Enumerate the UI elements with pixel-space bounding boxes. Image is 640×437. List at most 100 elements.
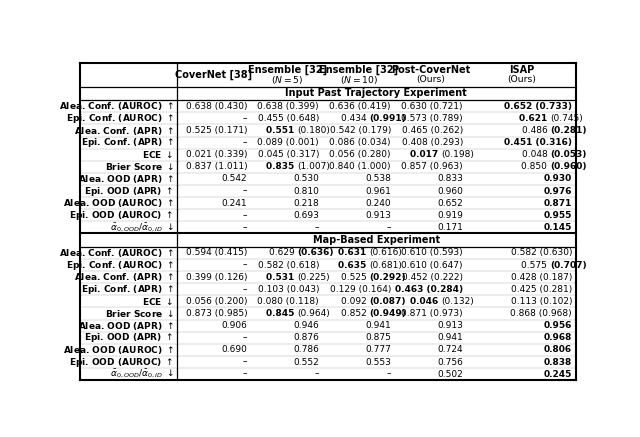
Text: Epi. OOD (AUROC) $\uparrow$: Epi. OOD (AUROC) $\uparrow$: [69, 356, 173, 368]
Text: (0.087): (0.087): [369, 297, 406, 306]
Text: 0.045 (0.317): 0.045 (0.317): [257, 150, 319, 159]
Text: –: –: [315, 223, 319, 232]
Text: $\bar{\alpha}_{0,OOD}/\bar{\alpha}_{0,ID}$ $\downarrow$: $\bar{\alpha}_{0,OOD}/\bar{\alpha}_{0,ID…: [109, 221, 173, 233]
Text: –: –: [243, 138, 247, 147]
Text: Ensemble [32]: Ensemble [32]: [319, 65, 399, 76]
Text: –: –: [243, 211, 247, 220]
Text: (0.745): (0.745): [550, 114, 583, 123]
Text: 0.786: 0.786: [293, 345, 319, 354]
Text: 0.635: 0.635: [338, 260, 369, 270]
Text: (0.964): (0.964): [297, 309, 330, 318]
Text: Ensemble [32]: Ensemble [32]: [248, 65, 326, 76]
Text: Epi. Conf. (APR) $\uparrow$: Epi. Conf. (APR) $\uparrow$: [81, 283, 173, 296]
Text: 0.455 (0.648): 0.455 (0.648): [258, 114, 319, 123]
Text: 0.552: 0.552: [293, 357, 319, 367]
Text: 0.690: 0.690: [221, 345, 247, 354]
Text: Post-CoverNet: Post-CoverNet: [391, 65, 470, 75]
Text: 0.092: 0.092: [340, 297, 369, 306]
Text: (Ours): (Ours): [507, 76, 536, 84]
Text: (0.616): (0.616): [369, 249, 402, 257]
Text: 0.056 (0.200): 0.056 (0.200): [186, 297, 247, 306]
Text: Epi. OOD (APR) $\uparrow$: Epi. OOD (APR) $\uparrow$: [84, 331, 173, 344]
Text: 0.089 (0.001): 0.089 (0.001): [257, 138, 319, 147]
Text: (0.053): (0.053): [550, 150, 586, 159]
Text: –: –: [387, 223, 391, 232]
Text: –: –: [243, 260, 247, 270]
Text: 0.850: 0.850: [522, 163, 550, 171]
Text: (Ours): (Ours): [417, 76, 445, 84]
Text: –: –: [243, 114, 247, 123]
Text: 0.913: 0.913: [437, 321, 463, 330]
Text: (1.007): (1.007): [297, 163, 330, 171]
Text: 0.630 (0.721): 0.630 (0.721): [401, 102, 463, 111]
Text: 0.946: 0.946: [293, 321, 319, 330]
Text: 0.408 (0.293): 0.408 (0.293): [401, 138, 463, 147]
Text: 0.777: 0.777: [365, 345, 391, 354]
Text: 0.502: 0.502: [437, 370, 463, 378]
Text: 0.575: 0.575: [522, 260, 550, 270]
Text: 0.610 (0.593): 0.610 (0.593): [401, 249, 463, 257]
Text: 0.542: 0.542: [221, 174, 247, 184]
Text: CoverNet [38]: CoverNet [38]: [175, 69, 253, 80]
Text: 0.451 (0.316): 0.451 (0.316): [504, 138, 572, 147]
Text: Epi. Conf. (AUROC) $\uparrow$: Epi. Conf. (AUROC) $\uparrow$: [66, 112, 173, 125]
Text: Alea. Conf. (AUROC) $\uparrow$: Alea. Conf. (AUROC) $\uparrow$: [59, 100, 173, 112]
Text: 0.434: 0.434: [340, 114, 369, 123]
Text: 0.017: 0.017: [410, 150, 441, 159]
Text: 0.835: 0.835: [266, 163, 297, 171]
Text: 0.048: 0.048: [522, 150, 550, 159]
Text: 0.960: 0.960: [437, 187, 463, 196]
Text: 0.875: 0.875: [365, 333, 391, 342]
Text: Epi. OOD (APR) $\uparrow$: Epi. OOD (APR) $\uparrow$: [84, 184, 173, 198]
Text: (0.180): (0.180): [297, 126, 330, 135]
Text: 0.941: 0.941: [365, 321, 391, 330]
Text: 0.551: 0.551: [266, 126, 297, 135]
Text: 0.240: 0.240: [365, 199, 391, 208]
Text: ISAP: ISAP: [509, 65, 534, 75]
Text: $\bar{\alpha}_{0,OOD}/\bar{\alpha}_{0,ID}$ $\downarrow$: $\bar{\alpha}_{0,OOD}/\bar{\alpha}_{0,ID…: [109, 368, 173, 380]
Text: 0.425 (0.281): 0.425 (0.281): [511, 285, 572, 294]
Text: 0.594 (0.415): 0.594 (0.415): [186, 249, 247, 257]
Text: 0.046: 0.046: [410, 297, 441, 306]
Text: –: –: [243, 285, 247, 294]
Text: Alea. OOD (AUROC) $\uparrow$: Alea. OOD (AUROC) $\uparrow$: [63, 344, 173, 356]
Text: 0.113 (0.102): 0.113 (0.102): [511, 297, 572, 306]
Text: 0.968: 0.968: [543, 333, 572, 342]
Text: 0.868 (0.968): 0.868 (0.968): [511, 309, 572, 318]
Text: 0.906: 0.906: [221, 321, 247, 330]
Text: 0.452 (0.222): 0.452 (0.222): [402, 273, 463, 282]
Text: 0.636 (0.419): 0.636 (0.419): [330, 102, 391, 111]
Text: –: –: [387, 370, 391, 378]
Text: 0.873 (0.985): 0.873 (0.985): [186, 309, 247, 318]
Text: Alea. OOD (AUROC) $\uparrow$: Alea. OOD (AUROC) $\uparrow$: [63, 197, 173, 209]
Text: 0.465 (0.262): 0.465 (0.262): [402, 126, 463, 135]
Text: Alea. OOD (APR) $\uparrow$: Alea. OOD (APR) $\uparrow$: [78, 320, 173, 332]
Text: 0.652 (0.733): 0.652 (0.733): [504, 102, 572, 111]
Text: 0.553: 0.553: [365, 357, 391, 367]
Text: –: –: [243, 357, 247, 367]
Text: 0.756: 0.756: [437, 357, 463, 367]
Text: (0.292): (0.292): [369, 273, 406, 282]
Text: 0.852: 0.852: [340, 309, 369, 318]
Text: 0.171: 0.171: [437, 223, 463, 232]
Text: 0.531: 0.531: [266, 273, 297, 282]
Text: (0.681): (0.681): [369, 260, 402, 270]
Text: 0.629: 0.629: [269, 249, 297, 257]
Text: Brier Score $\downarrow$: Brier Score $\downarrow$: [104, 308, 173, 319]
Text: (0.225): (0.225): [297, 273, 330, 282]
Text: Epi. Conf. (APR) $\uparrow$: Epi. Conf. (APR) $\uparrow$: [81, 136, 173, 149]
Text: Alea. Conf. (AUROC) $\uparrow$: Alea. Conf. (AUROC) $\uparrow$: [59, 247, 173, 259]
Text: 0.573 (0.789): 0.573 (0.789): [401, 114, 463, 123]
Text: ECE $\downarrow$: ECE $\downarrow$: [142, 296, 173, 307]
Text: (0.132): (0.132): [441, 297, 474, 306]
Text: Alea. Conf. (APR) $\uparrow$: Alea. Conf. (APR) $\uparrow$: [74, 125, 173, 136]
Text: 0.930: 0.930: [544, 174, 572, 184]
Text: Epi. Conf. (AUROC) $\uparrow$: Epi. Conf. (AUROC) $\uparrow$: [66, 259, 173, 272]
Text: 0.638 (0.399): 0.638 (0.399): [257, 102, 319, 111]
Text: 0.399 (0.126): 0.399 (0.126): [186, 273, 247, 282]
Text: 0.582 (0.630): 0.582 (0.630): [511, 249, 572, 257]
Text: –: –: [243, 223, 247, 232]
Text: 0.610 (0.647): 0.610 (0.647): [401, 260, 463, 270]
Text: 0.871: 0.871: [543, 199, 572, 208]
Text: 0.621: 0.621: [519, 114, 550, 123]
